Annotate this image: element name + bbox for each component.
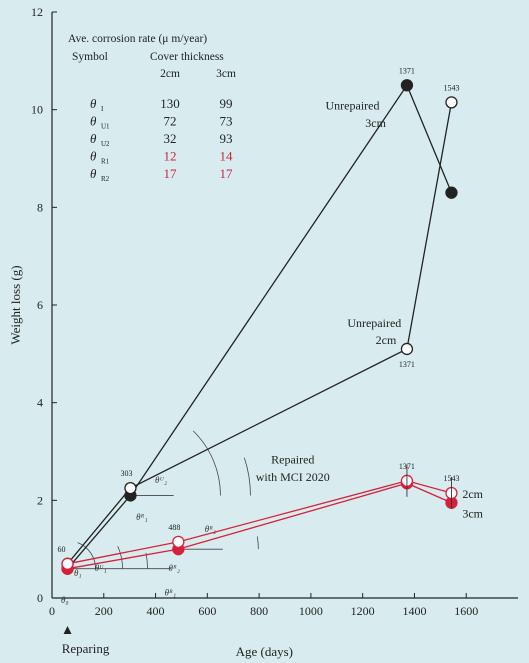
annotation-unrepaired-2cm: Unrepaired [347, 316, 401, 330]
angle-arc [256, 536, 259, 550]
angle-label: θᴿ₂ [169, 563, 180, 573]
data-point [445, 96, 458, 109]
point-label: 1371 [399, 66, 415, 75]
table-symbol: θ [90, 114, 97, 129]
table-value-2cm: 130 [160, 96, 180, 111]
point-label: 1543 [443, 474, 459, 483]
table-value-2cm: 72 [164, 114, 177, 129]
point-label: 1371 [399, 462, 415, 471]
angle-label: θᵁ₂ [155, 475, 167, 485]
x-tick-label: 200 [95, 604, 113, 618]
table-value-2cm: 17 [164, 166, 178, 181]
x-tick-label: 1600 [454, 604, 478, 618]
angle-label: θᵁ₁ [95, 563, 107, 573]
annotation-repaired: Repaired [271, 453, 314, 467]
table-value-2cm: 12 [164, 149, 177, 164]
table-value-3cm: 73 [220, 114, 233, 129]
angle-markers: θ₀ θ₁ θᵁ₁ θᵁ₂ θᴿ₁ θᴿ₂ θᴿ₁ θᴿ₂ [61, 430, 259, 605]
table-value-3cm: 17 [220, 166, 234, 181]
x-tick-label: 1200 [351, 604, 375, 618]
annotation-3cm: 3cm [462, 506, 483, 520]
angle-label: θᴿ₁ [136, 512, 147, 522]
table-cover-header: Cover thickness [150, 51, 224, 63]
point-label: 488 [168, 523, 180, 532]
table-value-3cm: 99 [220, 96, 233, 111]
annotation-unrepaired-2cm: 2cm [376, 333, 397, 347]
table-col-2cm: 2cm [160, 68, 180, 80]
angle-arc [192, 430, 221, 496]
point-label: 303 [120, 469, 132, 478]
series-line [67, 102, 453, 565]
point-label: 1543 [443, 83, 459, 92]
x-tick-label: 1400 [402, 604, 426, 618]
table-symbol-sub: I [101, 105, 104, 113]
x-tick-label: 800 [250, 604, 268, 618]
table-value-3cm: 93 [220, 131, 233, 146]
data-point [172, 535, 185, 548]
y-tick-label: 12 [31, 5, 43, 19]
table-symbol: θ [90, 149, 97, 164]
table-col-3cm: 3cm [216, 68, 236, 80]
y-tick-label: 4 [37, 396, 43, 410]
table-symbol-sub: R1 [101, 158, 110, 166]
table-symbol-header: Symbol [72, 51, 108, 63]
axes: 0 200 400 600 800 1000 1200 1400 1600 0 2 4 6 8 10 12 Ag… [8, 5, 518, 659]
angle-label: θᴿ₁ [165, 588, 176, 598]
labels-group: 60 303 488 1371 1543 1371 1371 1543 Unrepaired 3c… [58, 66, 484, 554]
table-symbol-sub: U2 [101, 140, 110, 148]
y-tick-label: 8 [37, 200, 43, 214]
table-symbol: θ [90, 96, 97, 111]
angle-arc [77, 542, 96, 569]
series-line [67, 480, 452, 565]
y-tick-label: 10 [31, 103, 43, 117]
x-tick-label: 0 [49, 604, 55, 618]
annotation-repaired: with MCI 2020 [256, 470, 330, 484]
angle-arc [117, 546, 123, 569]
repair-arrow [63, 626, 72, 634]
x-tick-label: 1000 [299, 604, 323, 618]
y-tick-label: 6 [37, 298, 43, 312]
x-tick-label: 600 [198, 604, 216, 618]
table-value-3cm: 14 [220, 149, 234, 164]
angle-label: θᴿ₂ [205, 524, 216, 534]
x-tick-label: 400 [147, 604, 165, 618]
table-symbol-sub: R2 [101, 175, 110, 183]
annotation-unrepaired-3cm: 3cm [365, 116, 386, 130]
series-line [67, 482, 452, 570]
y-tick-label: 2 [37, 493, 43, 507]
angle-label: θ₁ [74, 568, 82, 578]
data-point [400, 79, 414, 92]
x-axis-title: Age (days) [236, 644, 293, 659]
data-point [400, 342, 414, 356]
point-label: 1371 [399, 360, 415, 369]
angle-arc [243, 457, 251, 496]
table-title: Ave. corrosion rate (μ m/year) [68, 33, 207, 45]
table-value-2cm: 32 [164, 131, 177, 146]
data-point [445, 186, 458, 199]
angle-label: θ₀ [61, 595, 69, 605]
y-axis-title: Weight loss (g) [8, 265, 23, 344]
y-tick-label: 0 [37, 591, 43, 605]
rate-table: Ave. corrosion rate (μ m/year) Symbol Cove… [68, 33, 236, 183]
angle-arc [145, 552, 148, 569]
data-point [61, 557, 74, 570]
series-line [67, 83, 453, 570]
series-group [61, 79, 458, 575]
table-symbol: θ [90, 166, 97, 181]
annotation-unrepaired-3cm: Unrepaired [326, 99, 380, 113]
data-point [124, 481, 137, 495]
table-symbol: θ [90, 131, 97, 146]
table-symbol-sub: U1 [101, 123, 110, 131]
annotation-2cm: 2cm [462, 487, 483, 501]
reparing-label: Reparing [62, 641, 110, 656]
point-label: 60 [58, 545, 66, 554]
